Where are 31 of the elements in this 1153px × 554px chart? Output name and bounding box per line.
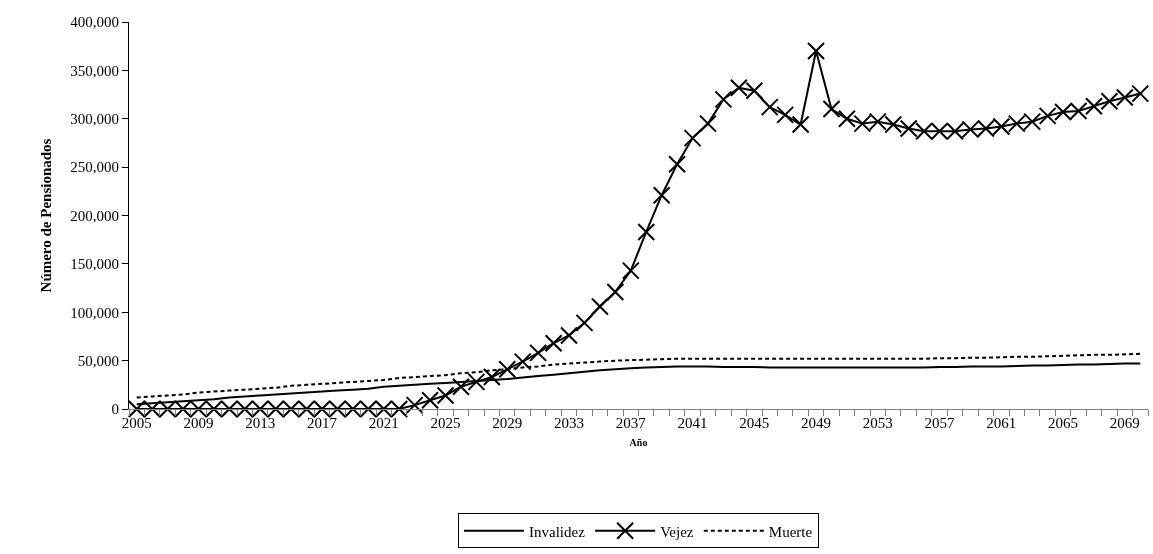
x-tick-label: 2041 (677, 415, 708, 431)
y-tick-label: 0 (111, 401, 119, 418)
x-tick-label: 2029 (492, 415, 523, 431)
x-tick-label: 2033 (554, 415, 585, 431)
y-tick-label: 200,000 (70, 207, 119, 224)
y-tick-label: 150,000 (70, 256, 119, 273)
y-tick-label: 50,000 (77, 352, 119, 369)
x-tick-label: 2021 (368, 415, 399, 431)
x-tick-label: 2009 (183, 415, 214, 431)
y-tick-label: 400,000 (70, 14, 119, 31)
x-tick-label: 2049 (801, 415, 832, 431)
legend-label: Invalidez (529, 523, 586, 540)
x-tick-label: 2037 (615, 415, 647, 431)
legend-label: Muerte (768, 523, 813, 540)
y-tick-label: 250,000 (70, 159, 119, 176)
x-tick-label: 2017 (306, 415, 338, 431)
x-tick-label: 2005 (121, 415, 152, 431)
x-tick-label: 2057 (924, 415, 956, 431)
y-tick-label: 100,000 (70, 304, 119, 321)
y-tick-label: 350,000 (70, 62, 119, 79)
x-tick-label: 2013 (245, 415, 276, 431)
y-axis-title: Número de Pensionados (37, 138, 54, 293)
x-tick-label: 2061 (986, 415, 1017, 431)
y-tick-label: 300,000 (70, 111, 119, 127)
x-tick-label: 2025 (430, 415, 461, 431)
x-tick-label: 2053 (862, 415, 893, 431)
x-tick-label: 2065 (1048, 415, 1079, 431)
x-tick-label: 2069 (1109, 415, 1140, 431)
x-axis-title: Año (629, 436, 648, 448)
x-tick-label: 2045 (739, 415, 770, 431)
legend-label: Vejez (660, 523, 694, 540)
